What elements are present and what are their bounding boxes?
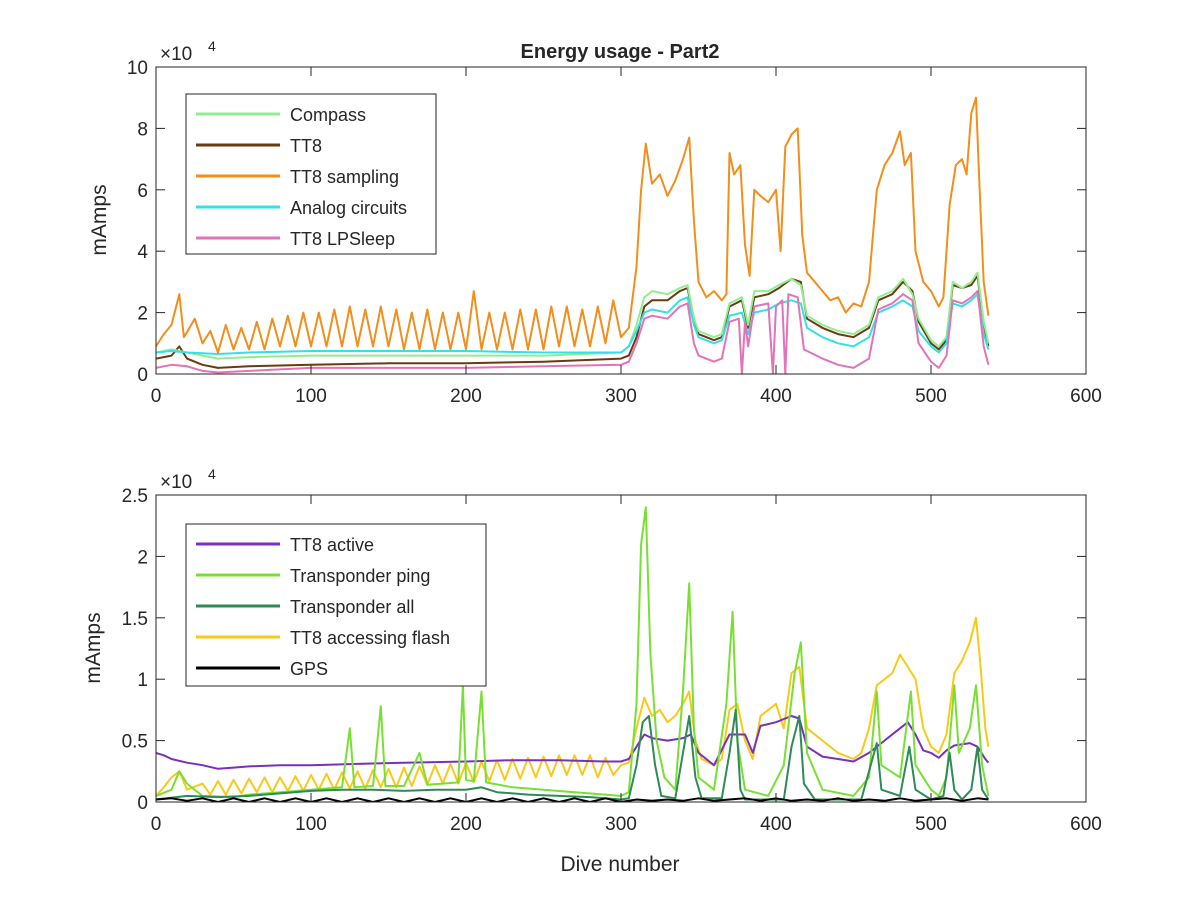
legend-label: TT8 sampling — [290, 167, 399, 187]
y-axis-label: mAmps — [82, 612, 105, 683]
y-tick-label: 4 — [137, 242, 148, 263]
chart-title: Energy usage - Part2 — [521, 41, 720, 63]
axis-ticks: 0 100 200 300 400 500 600 0 0.5 1 1.5 2 2.5 — [122, 486, 1102, 835]
y-multiplier-exponent: 4 — [208, 38, 216, 54]
x-tick-label: 600 — [1070, 386, 1102, 407]
y-multiplier-exponent: 4 — [208, 466, 216, 482]
y-tick-label: 0.5 — [122, 732, 148, 753]
y-multiplier-base: ×10 — [160, 44, 192, 65]
series-line-tt8-accessing-flash — [156, 616, 990, 797]
x-tick-label: 200 — [450, 814, 482, 835]
y-axis-multiplier: ×10 4 — [160, 38, 216, 65]
legend-label: Analog circuits — [290, 198, 407, 218]
x-tick-label: 0 — [151, 814, 162, 835]
series-line-compass — [156, 271, 990, 360]
y-tick-label: 10 — [127, 58, 148, 79]
series-line-tt8-active — [156, 715, 990, 770]
legend-label: TT8 LPSleep — [290, 229, 395, 249]
series-line-gps — [156, 797, 989, 802]
legend-label: GPS — [290, 659, 328, 679]
y-tick-label: 1.5 — [122, 609, 148, 630]
y-tick-label: 1 — [137, 670, 148, 691]
y-tick-label: 2 — [137, 304, 148, 325]
legend-label: Transponder all — [290, 597, 414, 617]
y-tick-label: 0 — [137, 365, 148, 386]
series-group — [156, 506, 990, 802]
x-tick-label: 500 — [915, 814, 947, 835]
x-tick-label: 100 — [295, 386, 327, 407]
legend-label: Compass — [290, 105, 366, 125]
y-tick-label: 2.5 — [122, 486, 148, 507]
y-tick-label: 8 — [137, 119, 148, 140]
x-tick-label: 300 — [605, 814, 637, 835]
series-line-transponder-all — [156, 708, 990, 801]
x-tick-label: 500 — [915, 386, 947, 407]
top-subplot: Energy usage - Part2 ×10 4 mAmps 0 100 200… — [88, 38, 1102, 407]
axis-ticks: 0 100 200 300 400 500 600 0 2 4 6 8 10 — [127, 58, 1102, 407]
legend-label: TT8 accessing flash — [290, 628, 450, 648]
x-tick-label: 400 — [760, 814, 792, 835]
y-tick-label: 2 — [137, 547, 148, 568]
legend-box — [185, 93, 437, 255]
legend-label: Transponder ping — [290, 566, 430, 586]
x-tick-label: 200 — [450, 386, 482, 407]
y-tick-label: 0 — [137, 793, 148, 814]
series-line-transponder-ping — [156, 506, 990, 799]
x-tick-label: 600 — [1070, 814, 1102, 835]
legend-label: TT8 — [290, 136, 322, 156]
legend-label: TT8 active — [290, 535, 374, 555]
x-axis-label: Dive number — [560, 853, 679, 876]
x-tick-label: 100 — [295, 814, 327, 835]
x-tick-label: 400 — [760, 386, 792, 407]
series-line-tt8-sampling — [156, 96, 990, 354]
y-axis-multiplier: ×10 4 — [160, 466, 216, 493]
y-tick-label: 6 — [137, 181, 148, 202]
series-line-tt8-lpsleep — [156, 290, 990, 374]
y-multiplier-base: ×10 — [160, 472, 192, 493]
bottom-subplot: ×10 4 mAmps Dive number 0 100 200 300 400 500… — [82, 466, 1102, 876]
x-tick-label: 0 — [151, 386, 162, 407]
legend: TT8 active Transponder ping Transponder al… — [185, 523, 487, 687]
series-group — [156, 96, 990, 374]
y-axis-label: mAmps — [88, 184, 111, 255]
legend: Compass TT8 TT8 sampling Analog circuits TT8… — [185, 93, 437, 255]
x-tick-label: 300 — [605, 386, 637, 407]
